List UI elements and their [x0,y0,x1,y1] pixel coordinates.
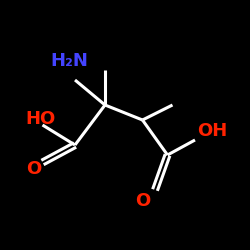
Text: HO: HO [25,110,55,128]
Text: O: O [135,192,150,210]
Text: OH: OH [198,122,228,140]
Text: O: O [26,160,42,178]
Text: H₂N: H₂N [51,52,89,70]
